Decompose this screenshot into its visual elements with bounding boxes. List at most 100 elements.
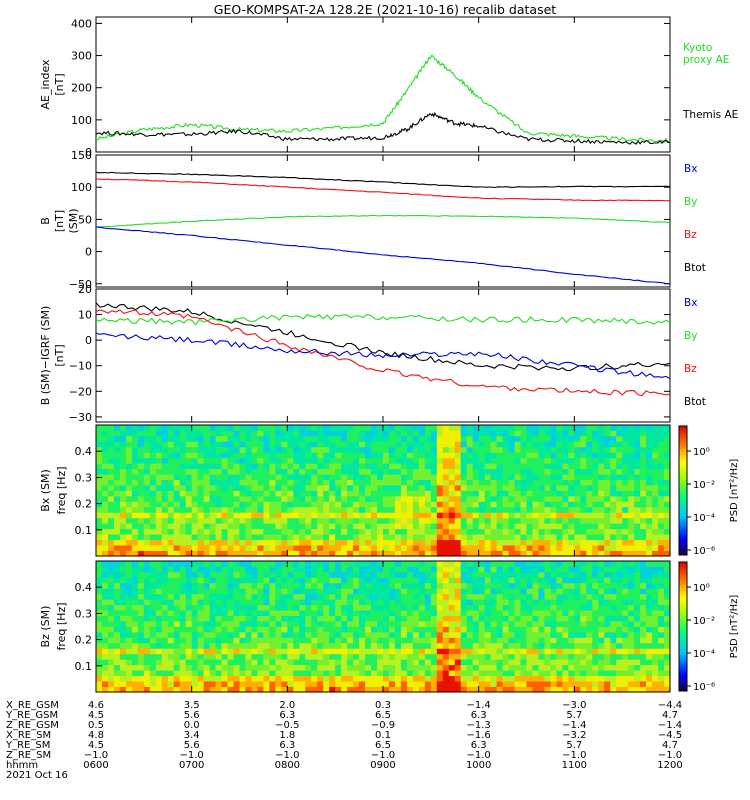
spectrogram-cell [96,506,103,513]
spectrogram-cell [466,550,474,557]
spectrogram-cell [508,425,515,431]
spectrogram-cell [568,485,575,491]
spectrogram-cell [281,604,288,611]
spectrogram-cell [245,446,252,453]
spectrogram-cell [628,642,635,649]
spectrogram-cell [466,512,474,519]
spectrogram-cell [155,539,163,546]
spectrogram-cell [113,490,121,497]
spectrogram-cell [239,528,246,535]
spectrogram-cell [430,452,438,459]
spectrogram-cell [472,593,480,600]
spectrogram-cell [173,621,181,627]
spectrogram-cell [568,664,575,671]
ephemeris-value: 1000 [466,760,491,771]
spectrogram-cell [365,523,372,530]
spectrogram-cell [430,441,438,448]
spectrogram-cell [634,430,641,437]
spectrogram-cell [203,550,211,557]
spectrogram-cell [173,571,181,578]
spectrogram-cell [472,642,480,649]
spectrogram-cell [580,425,587,431]
spectrogram-cell [526,604,533,611]
spectrogram-cell [275,468,282,475]
spectrogram-cell [239,501,246,508]
spectrogram-cell [592,495,599,502]
spectrogram-cell [478,446,486,453]
spectrogram-cell [574,539,581,546]
spectrogram-cell [239,621,246,627]
spectrogram-cell [263,599,270,606]
spectrogram-cell [275,501,282,508]
spectrogram-cell [251,588,258,595]
spectrogram-cell [119,566,127,573]
spectrogram-cell [448,435,456,442]
spectrogram-cell [616,648,623,655]
spectrogram-cell [191,452,199,459]
spectrogram-cell [592,435,599,442]
spectrogram-cell [185,446,193,453]
spectrogram-cell [616,435,623,442]
spectrogram-cell [227,582,234,589]
spectrogram-cell [377,474,384,480]
spectrogram-cell [293,435,300,442]
spectrogram-cell [406,610,414,616]
spectrogram-cell [227,675,234,682]
spectrogram-cell [251,528,258,535]
spectrogram-cell [394,653,402,660]
spectrogram-cell [580,566,587,573]
spectrogram-cell [550,631,557,638]
spectrogram-cell [592,593,599,600]
spectrogram-cell [502,631,509,638]
spectrogram-cell [412,670,420,677]
spectrogram-cell [556,430,563,437]
spectrogram-cell [658,582,665,589]
spectrogram-cell [377,681,384,687]
spectrogram-cell [329,468,336,475]
spectrogram-cell [359,664,366,671]
spectrogram-cell [448,621,456,627]
spectrogram-cell [221,593,228,600]
ephemeris-value: 4.6 [88,700,104,711]
spectrogram-cell [197,468,205,475]
spectrogram-cell [275,523,282,530]
spectrogram-cell [658,490,665,497]
spectrogram-cell [383,626,390,633]
spectrogram-cell [371,539,378,546]
spectrogram-cell [484,512,492,519]
spectrogram-cell [526,463,533,470]
spectrogram-cell [347,435,354,442]
spectrogram-cell [239,512,246,519]
spectrogram-cell [359,446,366,453]
spectrogram-cell [664,566,671,573]
spectrogram-cell [275,615,282,622]
spectrogram-cell [185,523,193,530]
spectrogram-cell [550,425,557,431]
spectrogram-cell [143,435,151,442]
spectrogram-cell [299,610,306,616]
spectrogram-cell [574,501,581,508]
spectrogram-cell [377,435,384,442]
spectrogram-cell [562,441,569,448]
spectrogram-cell [293,430,300,437]
spectrogram-cell [574,517,581,524]
spectrogram-cell [167,599,175,606]
spectrogram-cell [227,670,234,677]
spectrogram-cell [646,648,653,655]
spectrogram-cell [317,534,324,541]
spectrogram-cell [263,506,270,513]
spectrogram-cell [562,610,569,616]
spectrogram-cell [221,577,228,584]
spectrogram-cell [143,610,151,616]
spectrogram-cell [161,626,169,633]
spectrogram-cell [323,648,330,655]
spectrogram-cell [412,490,420,497]
spectrogram-cell [143,512,151,519]
spectrogram-cell [209,517,216,524]
spectrogram-cell [96,430,103,437]
spectrogram-cell [359,517,366,524]
spectrogram-cell [406,593,414,600]
spectrogram-cell [406,446,414,453]
spectrogram-cell [424,637,432,644]
spectrogram-cell [436,474,444,480]
